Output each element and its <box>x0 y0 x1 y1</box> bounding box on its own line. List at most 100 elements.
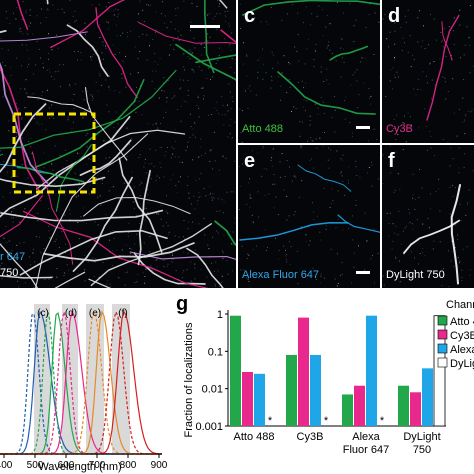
overview-scale-bar <box>190 25 220 28</box>
spectra-tick-label: 900 <box>151 460 168 471</box>
filament <box>129 251 236 260</box>
bar <box>242 371 253 426</box>
bar <box>254 373 265 426</box>
bar <box>342 394 353 426</box>
background-noise <box>382 5 474 143</box>
filament <box>297 164 352 192</box>
filament <box>31 151 74 265</box>
bar <box>310 354 321 426</box>
legend-label: Atto 4 <box>450 316 474 328</box>
legend-label: Cy3B <box>450 330 474 342</box>
localization-bar-chart: Fraction of localizations 0.0010.010.11 … <box>183 299 474 456</box>
filament <box>277 71 376 115</box>
bar <box>366 315 377 426</box>
filament <box>138 21 236 44</box>
filament <box>79 139 132 176</box>
bar <box>298 317 309 426</box>
panel-f-dye-label: DyLight 750 <box>386 269 445 281</box>
filament <box>137 169 151 266</box>
bar-category-label: Fluor 647 <box>343 444 389 456</box>
overview-image <box>0 0 236 288</box>
roi-box <box>12 112 96 194</box>
overview-dye-label-2: 750 <box>0 267 19 279</box>
background-noise <box>238 145 380 288</box>
bar-category-label: 750 <box>413 444 431 456</box>
filament <box>0 195 43 238</box>
panel-c-scale-bar <box>356 126 370 129</box>
spectra-x-label: Wavelength (nm) <box>38 461 121 473</box>
bar-missing-asterisk: * <box>268 415 273 427</box>
filament <box>22 210 209 288</box>
filament <box>0 176 106 187</box>
filament <box>34 79 145 168</box>
panel-e-dye-label: Alexa Fluor 647 <box>242 269 320 281</box>
filament <box>133 252 206 285</box>
bar <box>286 354 297 426</box>
filament <box>84 86 128 161</box>
filament <box>35 133 149 288</box>
filament <box>0 209 164 222</box>
filament <box>0 115 131 218</box>
panel-d-letter: d <box>388 5 401 27</box>
filament <box>27 96 95 115</box>
bar-category-label: Cy3B <box>297 431 324 443</box>
spectra-band-label-c: (c) <box>37 308 49 319</box>
spectra-tick-label: 600 <box>58 460 75 471</box>
spectra-tick-label: 700 <box>89 460 106 471</box>
panel-e-image <box>238 145 380 288</box>
spectra-tick-label: 400 <box>0 460 13 471</box>
bar <box>422 368 433 426</box>
bar-category-label: Alexa <box>352 431 380 443</box>
bar-y-tick-label: 0.1 <box>208 346 223 358</box>
legend-swatch <box>437 329 448 340</box>
bar <box>230 315 241 426</box>
filament <box>220 29 236 44</box>
legend-swatch <box>437 357 448 368</box>
filament <box>46 0 49 5</box>
bar-missing-asterisk: * <box>324 415 329 427</box>
spectra-band-label-e: (e) <box>89 308 101 319</box>
panel-c-letter: c <box>244 5 256 27</box>
filament <box>0 30 7 34</box>
filament <box>0 243 39 288</box>
bar-legend: Chann Atto 4 Cy3B Alexa DyLigh <box>437 299 474 370</box>
legend-swatch <box>437 343 448 354</box>
overview-dye-label-1: r 647 <box>0 251 26 263</box>
filament <box>0 275 53 279</box>
legend-title: Chann <box>446 299 474 311</box>
filament <box>214 220 236 247</box>
filament <box>0 163 58 176</box>
panel-g-letter: g <box>176 293 189 315</box>
filament <box>329 45 369 61</box>
filament <box>403 219 460 254</box>
filament <box>16 0 29 30</box>
spectra-tick-label: 500 <box>27 460 44 471</box>
panel-d: d Cy3B <box>382 0 474 143</box>
background-noise <box>382 145 474 288</box>
bar-series: * * * <box>230 315 446 427</box>
panel-d-dye-label: Cy3B <box>386 123 413 135</box>
bar <box>410 392 421 426</box>
legend-label: Alexa <box>450 344 474 356</box>
panel-c: c Atto 488 <box>238 0 380 143</box>
bar-y-tick-label: 1 <box>217 309 223 321</box>
filament <box>0 69 177 149</box>
panel-e-scale-bar <box>356 271 370 274</box>
filter-band <box>62 304 78 454</box>
filament <box>19 230 168 276</box>
bar-y-tick-label: 0.001 <box>195 421 223 433</box>
spectra-curves <box>0 310 162 455</box>
legend-swatch <box>437 315 448 326</box>
filament <box>239 221 349 241</box>
filament <box>0 31 88 42</box>
spectra-plot: 400 500 600 700 800 900 (c) (d) (e) (f) Wavel… <box>0 304 168 473</box>
panel-e-letter: e <box>244 150 256 172</box>
bar <box>354 385 365 426</box>
filament <box>72 176 133 272</box>
filament <box>450 184 461 285</box>
bar-category-label: DyLight <box>403 431 440 443</box>
filament <box>90 223 212 287</box>
filament <box>441 21 453 61</box>
bar-y-tick-label: 0.01 <box>202 384 223 396</box>
